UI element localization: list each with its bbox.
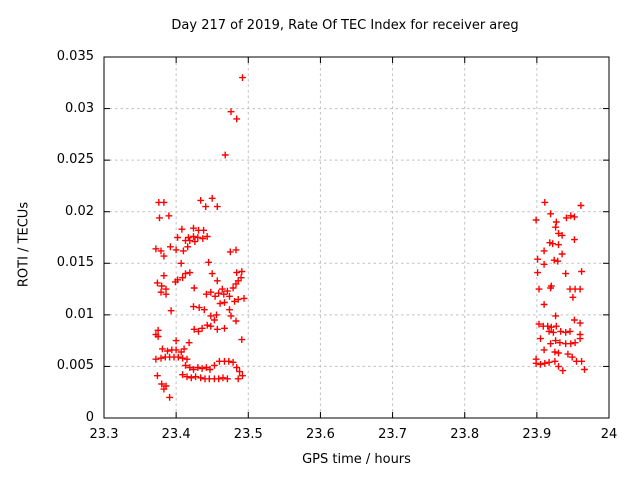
scatter-points xyxy=(152,74,588,401)
y-axis-title: ROTI / TECUs xyxy=(16,201,32,288)
x-tick-label: 23.7 xyxy=(378,427,408,442)
y-tick-label: 0.025 xyxy=(56,152,94,168)
x-tick-label: 23.3 xyxy=(89,427,119,442)
y-tick-label: 0.02 xyxy=(65,203,94,219)
y-tick-label: 0.005 xyxy=(56,358,94,374)
y-tick-label: 0.015 xyxy=(56,255,94,271)
y-tick-label: 0.035 xyxy=(56,49,94,64)
plot-border xyxy=(103,56,610,419)
x-tick-label: 24 xyxy=(600,427,618,442)
chart-title: Day 217 of 2019, Rate Of TEC Index for r… xyxy=(171,18,519,33)
x-tick-label: 23.5 xyxy=(233,427,263,442)
x-tick-label: 23.4 xyxy=(161,427,191,442)
x-axis-title: GPS time / hours xyxy=(302,452,411,467)
y-tick-label: 0 xyxy=(85,410,94,425)
x-tick-label: 23.8 xyxy=(450,427,480,442)
x-tick-label: 23.6 xyxy=(305,427,335,442)
x-tick-label: 23.9 xyxy=(522,427,552,442)
y-tick-label: 0.03 xyxy=(65,100,94,116)
y-tick-label: 0.01 xyxy=(65,306,94,322)
